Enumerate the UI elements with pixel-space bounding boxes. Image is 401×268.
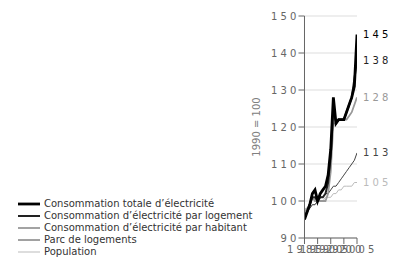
- html-text:Consommation d’électricité par: Consommation d’électricité par logement: [44, 210, 253, 221]
- svg-text:1 5 0: 1 5 0: [271, 11, 296, 22]
- svg-text:1 2 0: 1 2 0: [271, 122, 296, 133]
- html-text:Consommation d’électricité par: Consommation d’électricité par habitant: [44, 222, 247, 233]
- svg-text:1 4 5: 1 4 5: [363, 29, 388, 40]
- svg-text:2 0 0 5: 2 0 0 5: [340, 244, 375, 255]
- svg-text:1 3 0: 1 3 0: [271, 85, 296, 96]
- svg-text:1 4 0: 1 4 0: [271, 48, 296, 59]
- svg-text:1990 = 100: 1990 = 100: [251, 97, 262, 156]
- html-text:Consommation totale d’électric: Consommation totale d’électricité: [44, 198, 215, 209]
- svg-text:1 2 8: 1 2 8: [363, 92, 388, 103]
- html-text:Parc de logements: Parc de logements: [44, 234, 137, 245]
- svg-text:1 3 8: 1 3 8: [363, 55, 388, 66]
- svg-text:1 0 0: 1 0 0: [271, 196, 296, 207]
- svg-text:9 0: 9 0: [281, 233, 297, 244]
- svg-text:1 0 5: 1 0 5: [363, 177, 388, 188]
- html-text:Population: Population: [44, 246, 97, 257]
- svg-text:1 1 3: 1 1 3: [363, 147, 388, 158]
- svg-text:1 1 0: 1 1 0: [271, 159, 296, 170]
